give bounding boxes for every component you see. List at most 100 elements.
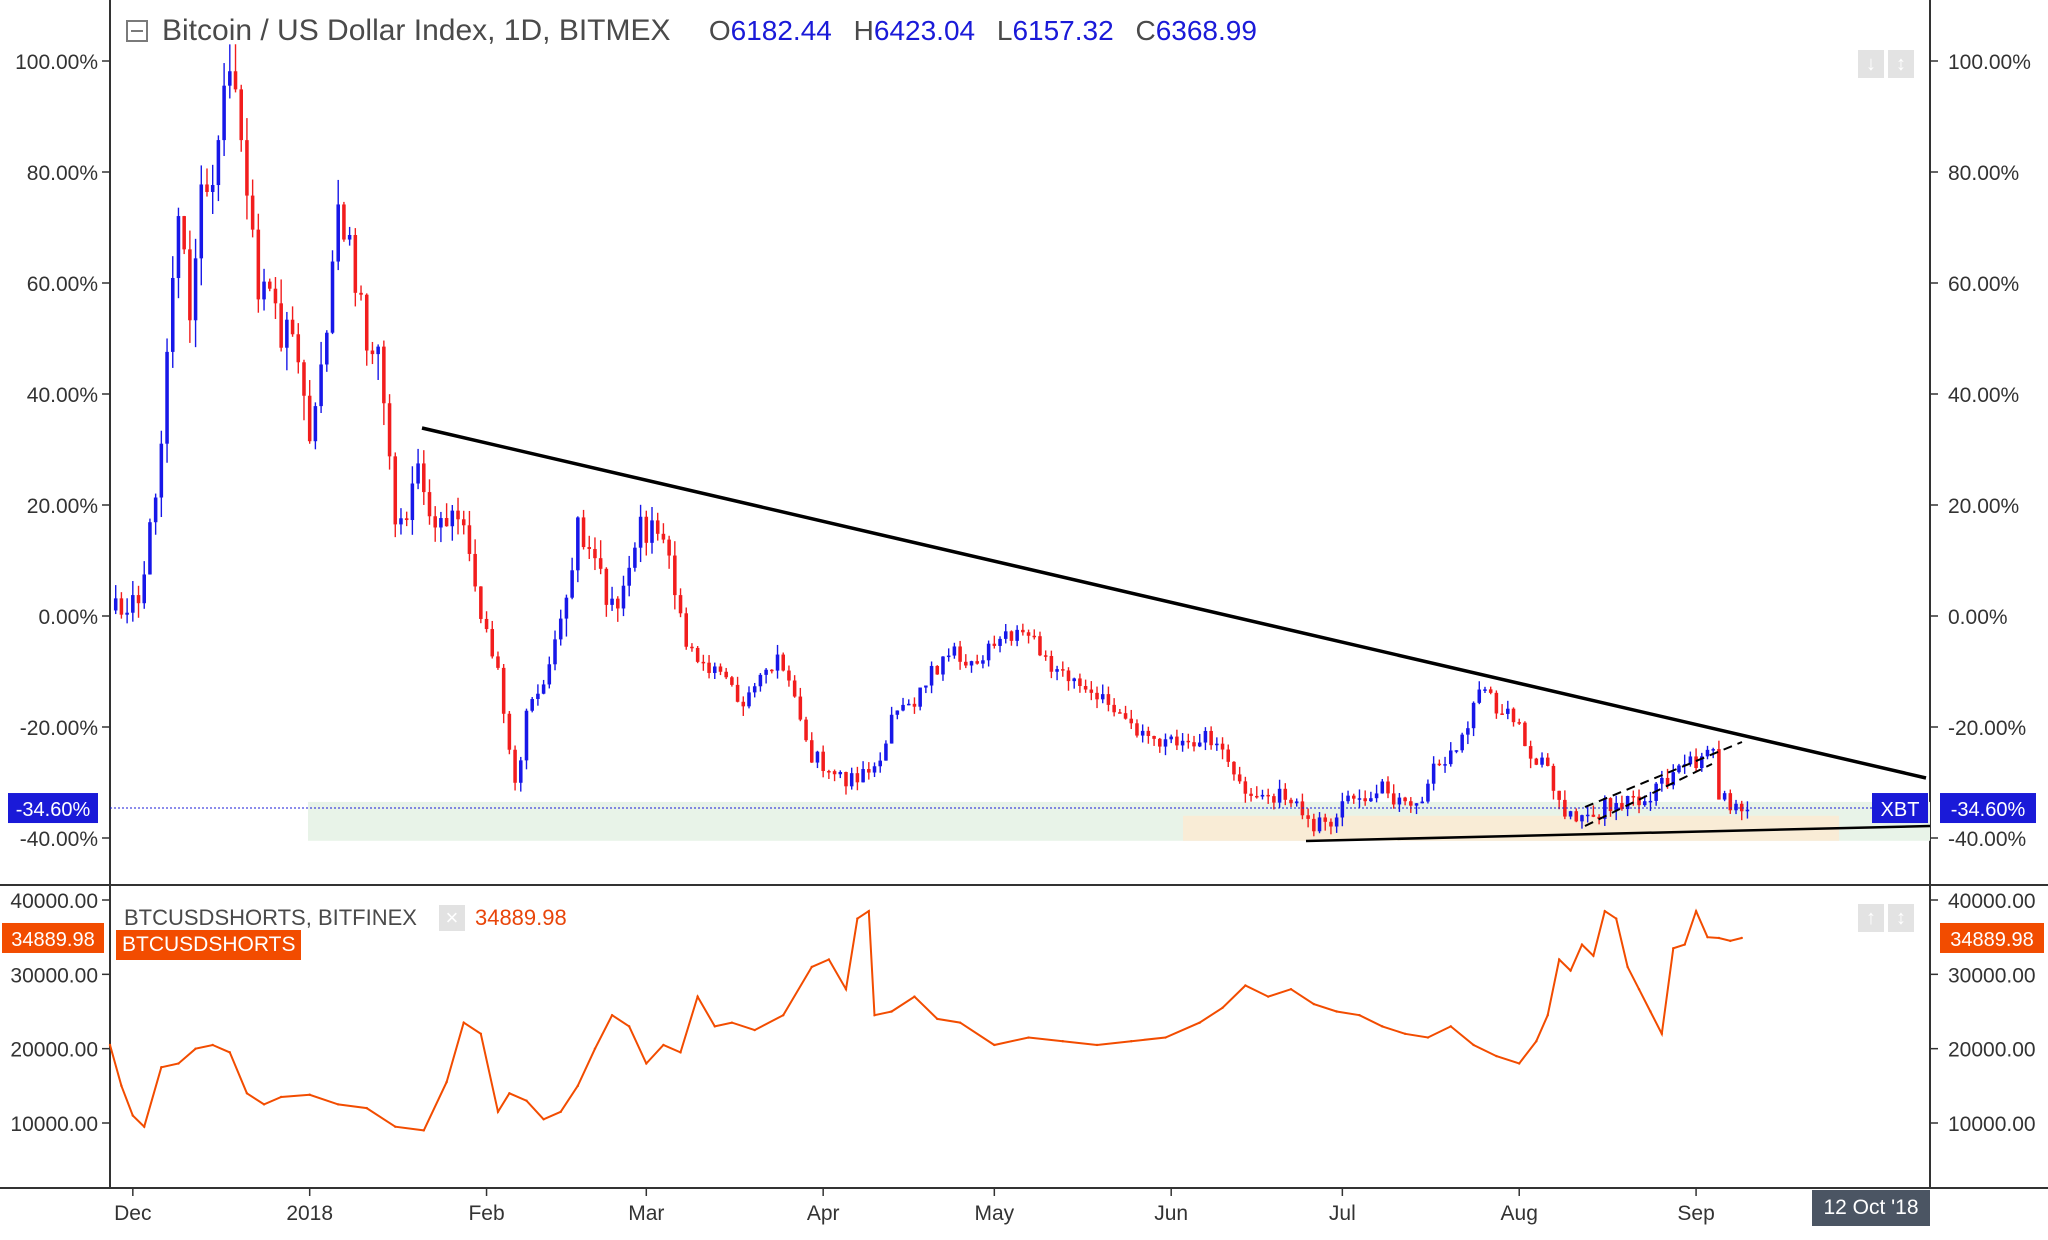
shorts-point — [1694, 909, 1698, 913]
candle-body — [941, 656, 945, 675]
shorts-point — [337, 1103, 340, 1106]
candle-body — [1665, 777, 1670, 786]
candle-body — [1414, 803, 1419, 806]
candle-body — [809, 740, 814, 763]
candle-body — [1026, 632, 1031, 636]
move-pane-up-button[interactable]: ↑ — [1858, 904, 1884, 932]
candle-body — [901, 704, 905, 711]
candle-body — [1317, 817, 1322, 832]
candle-body — [461, 519, 466, 526]
main-y-tick-label-left: -20.00% — [20, 717, 98, 740]
candle-body — [387, 403, 392, 457]
sub-y-tick-label-left: 20000.00 — [10, 1039, 98, 1062]
candle-body — [650, 520, 654, 543]
candle-body — [1563, 799, 1567, 817]
shorts-point — [753, 1028, 756, 1032]
candle-body — [1477, 689, 1482, 703]
candle-body — [581, 517, 586, 548]
sub-y-tick-label-right: 20000.00 — [1948, 1039, 2036, 1062]
candle-body — [1409, 801, 1413, 806]
shorts-point — [479, 1032, 483, 1036]
shorts-point — [593, 1047, 597, 1050]
candle-body — [1215, 743, 1219, 746]
candle-body — [1431, 763, 1436, 784]
shorts-point — [610, 1014, 614, 1017]
candle-body — [307, 395, 312, 442]
candle-body — [781, 654, 785, 671]
candle-body — [1528, 746, 1533, 759]
shorts-point — [559, 1110, 562, 1114]
candle-body — [1380, 781, 1385, 794]
candle-body — [1625, 796, 1630, 810]
main-y-tick-label-left: 0.00% — [38, 606, 98, 629]
candle-body — [604, 568, 609, 605]
candle-body — [889, 714, 894, 744]
candle-body — [1511, 708, 1516, 723]
candle-body — [1369, 798, 1373, 802]
main-y-tick-label-right: 20.00% — [1948, 495, 2019, 518]
candle-body — [775, 654, 780, 671]
move-pane-down-button[interactable]: ↓ — [1858, 50, 1884, 78]
candle-body — [655, 520, 660, 534]
shorts-point — [422, 1129, 425, 1132]
candle-body — [1677, 765, 1681, 773]
x-tick-label: Feb — [468, 1202, 504, 1225]
candle-body — [621, 585, 626, 609]
candle-body — [667, 539, 671, 556]
candle-body — [1648, 800, 1653, 803]
candle-body — [1620, 803, 1624, 810]
shorts-point — [1449, 1025, 1452, 1028]
candle-body — [467, 525, 472, 554]
shorts-point — [679, 1051, 682, 1054]
candle-body — [1272, 796, 1276, 803]
candle-body — [153, 497, 158, 523]
candle-body — [1175, 736, 1179, 746]
candle-body — [1374, 793, 1379, 799]
candle-body — [798, 696, 803, 720]
candle-body — [1426, 783, 1430, 802]
shorts-point — [867, 909, 871, 913]
shorts-value-tag-left: 34889.98 — [11, 929, 94, 951]
candle-body — [262, 281, 266, 300]
candle-body — [1038, 636, 1042, 656]
main-y-tick-label-left: 20.00% — [27, 495, 98, 518]
shorts-point — [730, 1021, 734, 1024]
shorts-point — [913, 995, 916, 998]
maximize-sub-pane-button[interactable]: ↕ — [1888, 904, 1914, 932]
candle-body — [616, 598, 620, 609]
candle-body — [473, 553, 477, 587]
ohlc-low-key: L — [996, 15, 1013, 46]
shorts-point — [1626, 965, 1629, 969]
candle-body — [290, 319, 295, 335]
candle-body — [1540, 757, 1544, 765]
candle-body — [519, 760, 523, 783]
candle-body — [193, 258, 198, 321]
candle-body — [1237, 774, 1242, 782]
candle-body — [918, 687, 922, 707]
close-icon[interactable]: × — [438, 905, 465, 931]
shorts-point — [1198, 1021, 1201, 1024]
shorts-point — [1130, 1040, 1133, 1043]
candle-body — [1642, 801, 1647, 806]
ohlc-low: 6157.32 — [1012, 15, 1114, 46]
menu-icon[interactable] — [126, 20, 148, 42]
candle-body — [250, 195, 255, 230]
candle-body — [1209, 730, 1213, 746]
candle-body — [364, 294, 369, 351]
ohlc-open-key: O — [708, 15, 731, 46]
candle-body — [1266, 794, 1270, 797]
candle-body — [1694, 756, 1698, 769]
maximize-pane-button[interactable]: ↕ — [1888, 50, 1914, 78]
candle-body — [964, 661, 968, 666]
candle-body — [1403, 797, 1407, 802]
candle-body — [125, 612, 129, 615]
shorts-point — [576, 1084, 580, 1088]
shorts-point — [873, 1014, 876, 1017]
main-y-tick-label-left: 40.00% — [27, 384, 98, 407]
candle-body — [764, 669, 768, 675]
candle-body — [627, 567, 631, 586]
candle-body — [113, 598, 118, 611]
candle-body — [849, 773, 854, 787]
